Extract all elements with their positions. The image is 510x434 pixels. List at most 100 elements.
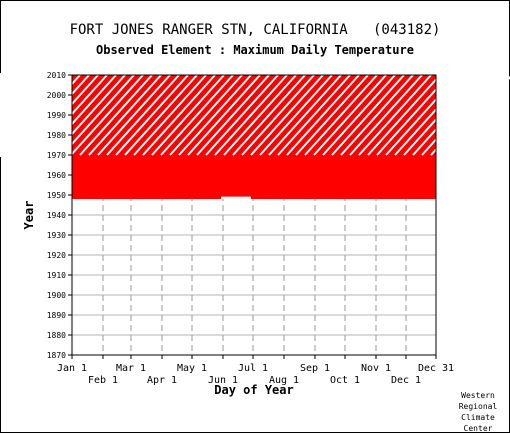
data-gap-hatch xyxy=(187,74,261,156)
data-gap-hatch xyxy=(106,74,180,156)
data-gap-hatch xyxy=(142,74,216,156)
data-gap-hatch xyxy=(286,74,360,156)
data-mark-year xyxy=(72,95,436,97)
data-mark-year xyxy=(72,127,436,129)
x-tick-label: Aug 1 xyxy=(269,375,299,386)
data-mark-year xyxy=(72,107,436,109)
y-tick-label: 2010 xyxy=(47,71,66,80)
data-gap-hatch xyxy=(331,74,405,156)
data-mark-year xyxy=(72,135,436,137)
data-mark-year xyxy=(72,139,436,141)
x-tick-label: Mar 1 xyxy=(116,363,146,374)
data-gap-hatch xyxy=(322,74,396,156)
data-gap-hatch xyxy=(358,74,432,156)
data-mark-year xyxy=(72,75,436,77)
x-tick-label: Dec 1 xyxy=(391,375,421,386)
data-gap-hatch xyxy=(160,74,234,156)
data-mark-year xyxy=(72,123,436,125)
y-tick-label: 1890 xyxy=(47,311,66,320)
data-mark-year xyxy=(72,149,436,151)
data-mark-year xyxy=(72,119,436,121)
data-mark-year xyxy=(72,153,436,155)
x-tick-label: Jan 1 xyxy=(57,363,87,374)
data-mark-year xyxy=(72,143,436,145)
y-tick-label: 1870 xyxy=(47,351,66,360)
credit-line: Western xyxy=(461,391,495,400)
data-mark-block xyxy=(72,155,436,199)
x-axis-label: Day of Year xyxy=(214,383,293,397)
data-gap-hatch xyxy=(133,74,207,156)
y-tick-label: 1880 xyxy=(47,331,66,340)
data-mark-year xyxy=(72,89,436,91)
data-mark-year xyxy=(72,117,436,119)
data-mark-year xyxy=(72,147,436,149)
data-gap-hatch xyxy=(304,74,378,156)
x-tick-label: Nov 1 xyxy=(361,363,391,374)
y-tick-label: 1980 xyxy=(47,131,66,140)
data-gap xyxy=(221,196,251,199)
data-gap-hatch xyxy=(250,74,324,156)
data-gap-hatch xyxy=(169,74,243,156)
data-mark-year xyxy=(72,93,436,95)
x-tick-label: Jun 1 xyxy=(208,375,238,386)
margin-mask xyxy=(437,73,497,157)
data-mark-year xyxy=(72,133,436,135)
y-tick-label: 1970 xyxy=(47,151,66,160)
data-mark-year xyxy=(72,115,436,117)
y-tick-label: 1920 xyxy=(47,251,66,260)
data-gap-hatch xyxy=(232,74,306,156)
data-gap-hatch xyxy=(70,74,144,156)
data-gap-hatch xyxy=(268,74,342,156)
y-tick-label: 1910 xyxy=(47,271,66,280)
y-tick-label: 1900 xyxy=(47,291,66,300)
data-mark-year xyxy=(72,137,436,139)
data-mark-year xyxy=(72,87,436,89)
chart-title: FORT JONES RANGER STN, CALIFORNIA (04318… xyxy=(69,22,441,38)
y-axis-label: Year xyxy=(22,201,36,230)
x-tick-label: Jul 1 xyxy=(238,363,268,374)
wrcc-credit: Western Regional Climate Center xyxy=(452,390,504,434)
data-gap-hatch xyxy=(205,74,279,156)
y-tick-label: 1990 xyxy=(47,111,66,120)
data-gap-hatch xyxy=(196,74,270,156)
x-tick-label: Dec 31 xyxy=(418,363,454,374)
data-mark-year xyxy=(72,109,436,111)
data-gap-hatch xyxy=(277,74,351,156)
data-gap-hatch xyxy=(241,74,315,156)
data-mark-year xyxy=(72,77,436,79)
data-mark-year xyxy=(72,103,436,105)
y-tick-label: 1940 xyxy=(47,211,66,220)
data-gap-hatch xyxy=(61,74,135,156)
credit-line: Center xyxy=(463,424,493,433)
data-gap-hatch xyxy=(340,74,414,156)
y-tick-label: 1930 xyxy=(47,231,66,240)
x-tick-label: Oct 1 xyxy=(330,375,360,386)
data-mark-year xyxy=(72,113,436,115)
data-mark-year xyxy=(72,125,436,127)
data-gap-hatch xyxy=(115,74,189,156)
data-mark-block xyxy=(72,195,221,199)
credit-line: Regional xyxy=(458,402,498,411)
data-gap-hatch xyxy=(151,74,225,156)
data-mark-year xyxy=(72,85,436,87)
credit-line: Climate xyxy=(461,413,495,422)
x-tick-label: Sep 1 xyxy=(300,363,330,374)
y-tick-label: 1960 xyxy=(47,171,66,180)
x-tick-label: Feb 1 xyxy=(88,375,118,386)
x-tick-label: Apr 1 xyxy=(147,375,177,386)
data-gap-hatch xyxy=(124,74,198,156)
x-tick-label: May 1 xyxy=(177,363,207,374)
data-mark-year xyxy=(72,83,436,85)
data-gap-hatch xyxy=(79,74,153,156)
data-mark-year xyxy=(72,105,436,107)
data-mark-year xyxy=(72,97,436,99)
data-gap-hatch xyxy=(349,74,423,156)
data-gap-hatch xyxy=(295,74,369,156)
data-gap-hatch xyxy=(214,74,288,156)
data-gap-hatch xyxy=(367,74,441,156)
data-mark-year xyxy=(72,99,436,101)
margin-mask xyxy=(0,73,71,157)
data-mark-year xyxy=(72,79,436,81)
chart-subtitle: Observed Element : Maximum Daily Tempera… xyxy=(96,43,414,57)
